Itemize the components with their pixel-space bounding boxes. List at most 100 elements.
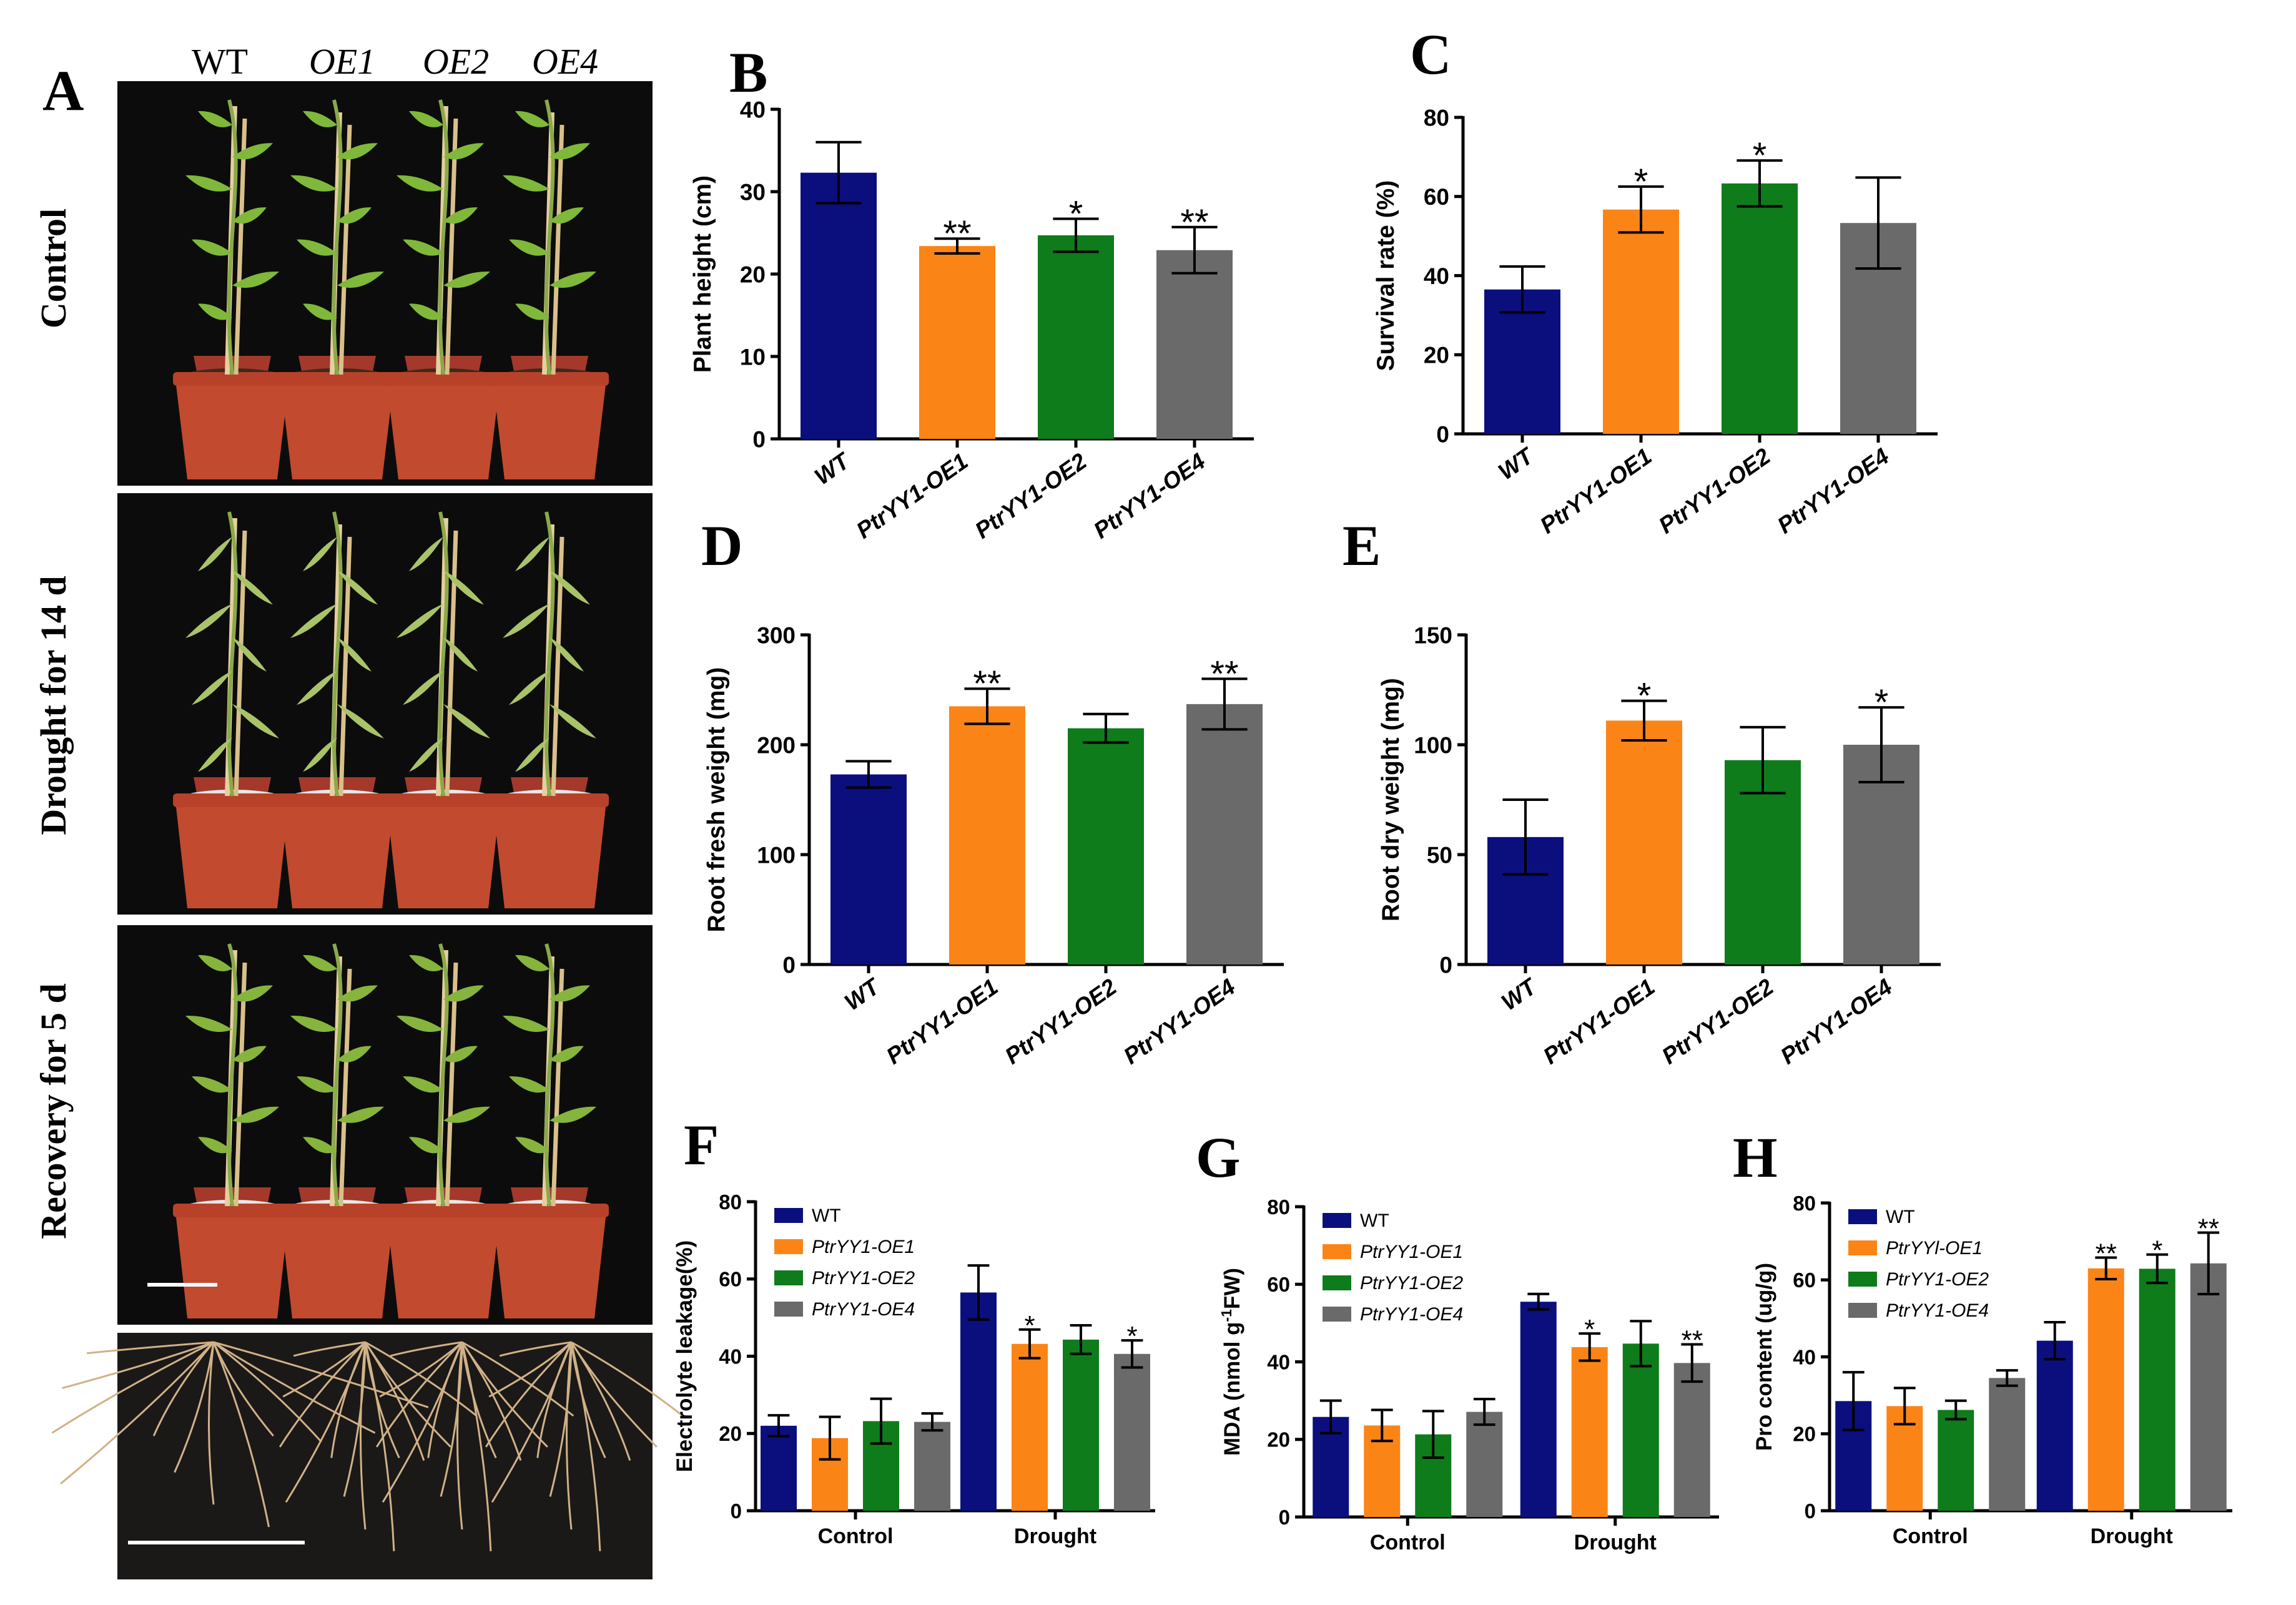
legend-swatch-ptryy1-oe1 (774, 1239, 803, 1254)
plant-leaf (443, 985, 484, 1002)
legend-label-ptryy1-oe2: PtrYY1-OE2 (1360, 1273, 1463, 1293)
pot-front (175, 1206, 290, 1318)
drought-ptryy1-oe1-bar (1571, 1347, 1608, 1517)
photo-row-label-drought: Drought for 14 d (33, 576, 74, 835)
plant-leaf (443, 1046, 478, 1063)
plant-leaf (303, 1137, 337, 1154)
drought-ptryy1-oe4-significance: * (1126, 1321, 1137, 1352)
y-tick-label: 20 (1793, 1423, 1816, 1446)
root-strand (51, 1341, 214, 1434)
legend-label-ptryy1-oe4: PtrYY1-OE4 (1360, 1304, 1463, 1325)
root-strand (390, 1341, 463, 1357)
bamboo-stake (234, 962, 247, 1207)
pot-rim (490, 793, 609, 807)
plant-leaf (232, 271, 279, 288)
y-axis-label: Plant height (cm) (689, 175, 716, 373)
plant-stem (227, 943, 238, 1207)
plant-leaf (232, 704, 279, 739)
y-tick-label: 60 (719, 1268, 742, 1291)
y-tick-label: 60 (1793, 1269, 1816, 1292)
control-ptryy1-oe4-bar (1466, 1411, 1503, 1517)
root-strand (461, 1342, 548, 1448)
photo-drought (117, 493, 653, 915)
plant-leaf (515, 110, 549, 127)
plant-leaf (303, 303, 337, 320)
ptryy1-oe1-bar (1606, 720, 1682, 964)
root-strand (62, 1341, 214, 1389)
y-tick-label: 20 (740, 262, 766, 287)
plant-leaf (443, 271, 490, 288)
plant-leaf (443, 637, 478, 672)
legend-label-ptryy1-oe2: PtrYY1-OE2 (812, 1268, 915, 1288)
panel-label-a: A (42, 59, 84, 122)
photo-column-label-oe4: OE4 (532, 41, 598, 82)
plant-leaf (549, 207, 584, 224)
plant-leaf (192, 1076, 232, 1093)
plant-leaf (192, 670, 232, 705)
plant-leaf (297, 1076, 337, 1093)
x-tick-label-drought: Drought (2091, 1524, 2173, 1548)
plant-leaf (290, 175, 337, 192)
plant-leaf (337, 637, 372, 672)
plant-leaf (192, 239, 232, 256)
plant-leaf (549, 271, 596, 288)
ptryy1-oe1-significance: * (1637, 676, 1652, 717)
root-strand (456, 1342, 463, 1530)
root-strand (278, 1341, 367, 1448)
root-strand (364, 1342, 395, 1551)
plant-leaf (509, 1076, 549, 1093)
plant-leaf (303, 737, 337, 772)
plant-leaf (232, 637, 267, 672)
plant-leaf (303, 110, 337, 127)
chart-d: D 0 100 200 300 Root fresh weight (mg) WT ** Ptr… (701, 514, 1284, 1069)
x-tick-label-ptryy1-oe4: PtrYY1-OE4 (1089, 448, 1210, 544)
plant-leaf (290, 1015, 337, 1033)
pot-front (280, 1206, 395, 1318)
drought-ptryy1-oe4-bar (1673, 1363, 1710, 1517)
drought-ptryy1-oe4-bar (2190, 1263, 2227, 1511)
ptryy1-oe1-significance: * (1634, 162, 1648, 202)
root-strand (174, 1342, 215, 1473)
x-tick-label-ptryy1-oe4: PtrYY1-OE4 (1776, 974, 1897, 1069)
x-tick-label-ptryy1-oe1: PtrYY1-OE1 (1535, 443, 1657, 539)
y-tick-label: 0 (1439, 952, 1452, 978)
plant-leaf (337, 1046, 372, 1063)
panel-label-f: F (684, 1113, 719, 1177)
ptryy1-oe2-bar (1038, 235, 1114, 439)
drought-wt-bar (1520, 1302, 1557, 1517)
control-ptryy1-oe2-bar (1938, 1410, 1974, 1511)
panel-label-h: H (1733, 1126, 1778, 1189)
y-axis-label-superscript: -1 (1218, 1309, 1234, 1322)
root-strand (213, 1341, 429, 1408)
chart-f: F 0 20 40 60 80 Electrolyte leakage(%) Control *… (673, 1113, 1155, 1548)
plant-leaf (185, 604, 232, 639)
pot-rim (278, 793, 397, 807)
plant-leaf (515, 537, 549, 571)
root-strand (488, 1341, 572, 1398)
pot-rim (278, 372, 397, 386)
plant-leaf (337, 207, 372, 224)
root-strand (536, 1342, 573, 1458)
root-strand (461, 1341, 574, 1417)
bamboo-stake (234, 530, 247, 797)
pot-rim (173, 1204, 292, 1217)
x-tick-label-ptryy1-oe4: PtrYY1-OE4 (1773, 443, 1894, 539)
pot-front (492, 1206, 607, 1318)
x-tick-label-control: Control (818, 1524, 894, 1548)
chart-e: E 0 50 100 150 Root dry weight (mg) WT * PtrYY1-… (1343, 514, 1941, 1069)
root-strand (282, 1341, 366, 1398)
y-tick-label: 40 (1793, 1345, 1816, 1368)
ptryy1-oe2-bar (1068, 728, 1144, 964)
plant-leaf (397, 604, 443, 639)
y-axis-label: Root dry weight (mg) (1377, 678, 1404, 921)
drought-ptryy1-oe4-significance: ** (2198, 1213, 2219, 1244)
plant-stem (332, 99, 343, 375)
plant-leaf (337, 271, 384, 288)
drought-ptryy1-oe1-significance: * (1024, 1310, 1035, 1341)
plant-stem (544, 99, 555, 375)
plant-leaf (198, 303, 232, 320)
ptryy1-oe1-significance: ** (943, 214, 971, 254)
plant-stem (544, 511, 555, 797)
pot-front (386, 1206, 501, 1318)
